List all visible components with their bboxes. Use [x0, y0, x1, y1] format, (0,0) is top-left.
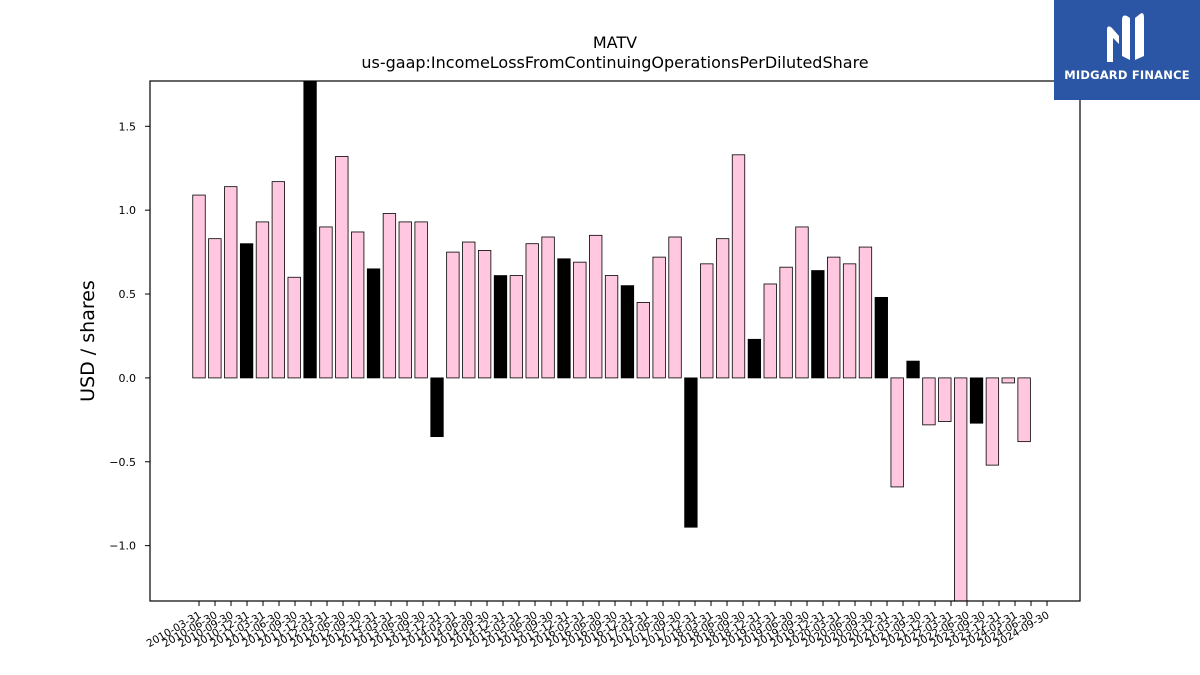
bar: [763, 283, 777, 379]
bar: [731, 154, 746, 379]
bar: [430, 377, 444, 438]
bar: [224, 186, 238, 379]
bar: [604, 275, 619, 379]
bar: [779, 266, 793, 379]
bar: [954, 377, 968, 602]
bar: [827, 256, 841, 379]
chart-subtitle: us-gaap:IncomeLossFromContinuingOperatio…: [361, 53, 868, 72]
bar: [842, 263, 857, 379]
midgard-m-logo-icon: [1107, 13, 1144, 62]
y-tick-label: 0.5: [119, 288, 137, 301]
bar: [557, 258, 571, 379]
bar: [287, 276, 301, 379]
bar: [477, 250, 492, 379]
bar: [922, 377, 936, 426]
bar: [700, 263, 714, 379]
bar: [398, 221, 412, 379]
bar: [525, 243, 539, 379]
bar: [890, 377, 904, 488]
y-tick-label: 1.0: [119, 204, 137, 217]
bar: [319, 226, 333, 379]
bar: [573, 261, 587, 379]
bar: [446, 251, 460, 379]
bar: [335, 156, 349, 379]
bar: [382, 213, 397, 379]
bar: [255, 221, 270, 379]
bar: [969, 377, 984, 424]
bar: [351, 231, 365, 379]
bar: [636, 302, 650, 379]
y-axis-label: USD / shares: [77, 280, 99, 402]
chart-title: MATV: [593, 33, 637, 52]
bar: [1017, 377, 1031, 443]
y-tick-label: −1.0: [109, 540, 136, 553]
bar: [906, 360, 920, 379]
bar: [858, 246, 873, 379]
bar: [509, 275, 524, 379]
bar: [208, 238, 222, 379]
bar: [493, 275, 508, 379]
bar: [747, 338, 762, 379]
bar: [811, 270, 825, 379]
midgard-finance-logo: MIDGARD FINANCE: [1054, 0, 1200, 100]
bar: [874, 296, 888, 379]
bar: [668, 236, 682, 379]
y-tick-label: 0.0: [119, 372, 137, 385]
bar: [239, 243, 254, 379]
y-axis: −1.0 −0.5 0.0 0.5 1.0 1.5: [109, 120, 150, 553]
bar: [541, 236, 555, 379]
bar: [938, 377, 952, 422]
bar: [715, 238, 730, 379]
bar: [303, 80, 317, 379]
y-tick-label: −0.5: [109, 456, 136, 469]
bar: [589, 234, 603, 379]
bar: [684, 377, 698, 528]
bar: [462, 241, 476, 379]
logo-text: MIDGARD FINANCE: [1064, 68, 1190, 82]
bar: [366, 268, 381, 379]
bar: [271, 181, 285, 379]
bar-series: [192, 80, 1031, 602]
bar: [652, 256, 666, 379]
bar: [1001, 377, 1015, 384]
bar: [192, 194, 206, 379]
bar: [985, 377, 1000, 466]
bar: [795, 226, 809, 379]
bar: [620, 285, 635, 379]
x-axis: 2010-03-312010-06-302010-09-302010-12-31…: [145, 601, 1052, 650]
bar: [414, 221, 428, 379]
y-tick-label: 1.5: [119, 120, 137, 133]
